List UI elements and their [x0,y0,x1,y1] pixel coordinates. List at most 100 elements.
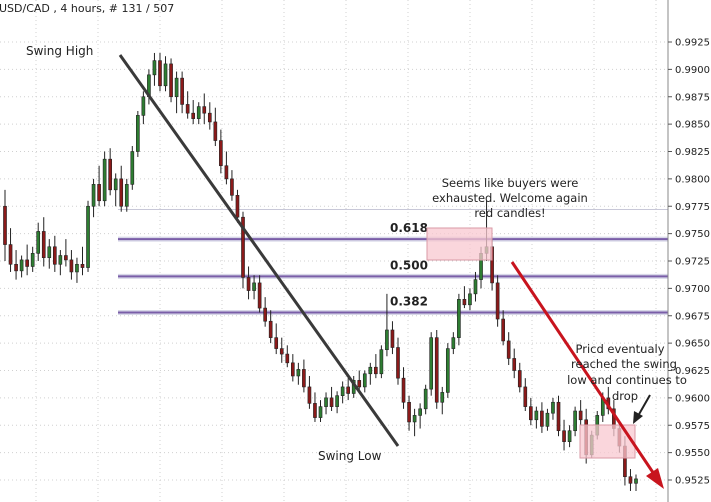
exhaustion-highlight-box [426,227,493,261]
candle-bearish [357,380,362,388]
y-tick-label: 0.9725 [675,257,710,268]
candle-bullish [473,279,478,295]
candle-bearish [523,386,528,407]
candle-bullish [340,386,345,396]
pointer-arrow-line [637,394,651,417]
candle-bearish [158,60,162,87]
y-tick-label: 0.9650 [675,339,710,350]
candle-bearish [207,112,212,123]
candle-bullish [47,246,52,259]
swing-low-label: Swing Low [318,449,382,463]
y-tick-label: 0.9775 [675,202,710,213]
y-tick-label: 0.9525 [675,476,710,487]
candle-bearish [346,386,350,394]
candle-bullish [318,406,323,418]
candles [3,52,638,491]
candle-bearish [263,307,267,322]
y-tick-label: 0.9800 [675,174,710,185]
candle-bearish [390,329,395,348]
candle-bullish [86,205,90,268]
candle-bearish [230,178,234,196]
chart-title: USD/CAD , 4 hours, # 131 / 507 [0,2,174,15]
y-tick-label: 0.9625 [675,366,710,377]
candle-bearish [3,205,7,245]
candle-bullish [634,478,638,484]
fib-level-label: 0.618 [390,221,428,235]
candle-bearish [185,104,190,114]
candle-bearish [529,406,533,421]
candle-bearish [224,165,229,180]
candle-bearish [241,216,245,278]
candle-bearish [628,476,633,484]
candle-bullish [468,293,472,306]
candle-bearish [213,121,218,141]
pointer-arrow-head [633,411,643,424]
fib-level-label: 0.382 [390,294,428,308]
candle-bearish [64,255,68,261]
candle-bullish [362,373,367,388]
candle-bullish [440,392,445,403]
candle-bearish [291,362,295,377]
candle-bullish [573,410,577,432]
candle-bearish [517,370,522,388]
y-tick-label: 0.9875 [675,92,710,103]
y-tick-label: 0.9850 [675,120,710,131]
note-right-line-1: Pricd eventualy [575,342,664,356]
candle-bullish [113,178,118,191]
candle-bearish [268,320,273,338]
candle-bearish [540,410,544,427]
candle-bullish [423,388,428,410]
candle-bullish [136,115,140,152]
y-tick-label: 0.9900 [675,65,710,76]
candle-bullish [551,401,555,414]
candle-bearish [52,246,57,265]
candle-bullish [130,151,135,185]
projection-arrow-line [510,261,656,475]
fib-levels: 0.618 0.500 0.382 [118,221,668,315]
candle-bearish [307,386,312,404]
y-axis: 0.9925 0.9900 0.9875 0.9850 0.9825 0.9800 0.97… [668,38,710,487]
candle-bullish [102,158,107,202]
note-right-line-2: reached the swing [571,357,677,371]
swing-low-reach-highlight-box [579,424,636,459]
candle-bearish [313,403,317,418]
candle-bearish [512,358,517,371]
candle-bearish [401,377,406,403]
candle-bullish [418,408,422,416]
candle-bullish [412,415,417,423]
y-tick-label: 0.9600 [675,393,710,404]
note-top-line-2: exhausted. Welcome again [432,191,588,205]
candle-bearish [169,63,173,98]
candle-bearish [69,259,74,273]
candle-bearish [80,263,85,268]
candle-bullish [124,184,129,207]
note-right-line-3: low and continues to [567,373,687,387]
candle-bullish [141,96,146,116]
candle-bullish [385,329,389,350]
candle-bearish [501,318,505,342]
candle-bullish [429,337,434,390]
candle-bearish [374,366,378,375]
candle-bearish [14,263,18,272]
candle-bullish [252,282,256,291]
candle-bearish [407,401,411,423]
y-tick-label: 0.9675 [675,311,710,322]
candle-bearish [8,244,13,265]
candle-bullish [545,412,550,427]
candle-bearish [329,397,334,407]
candle-bullish [91,184,96,207]
swing-high-label: Swing High [26,44,93,58]
candle-bullish [36,231,41,254]
swing-trend-line [118,54,400,447]
candle-bullish [58,255,63,265]
candle-bearish [97,184,101,202]
candle-bullish [152,60,157,76]
candle-bullish [19,259,24,272]
fib-level-label: 0.500 [390,258,428,272]
grid [0,0,668,502]
candle-bullish [335,395,339,407]
candle-bearish [25,259,29,267]
candle-bullish [368,366,373,375]
candle-bearish [108,158,112,191]
